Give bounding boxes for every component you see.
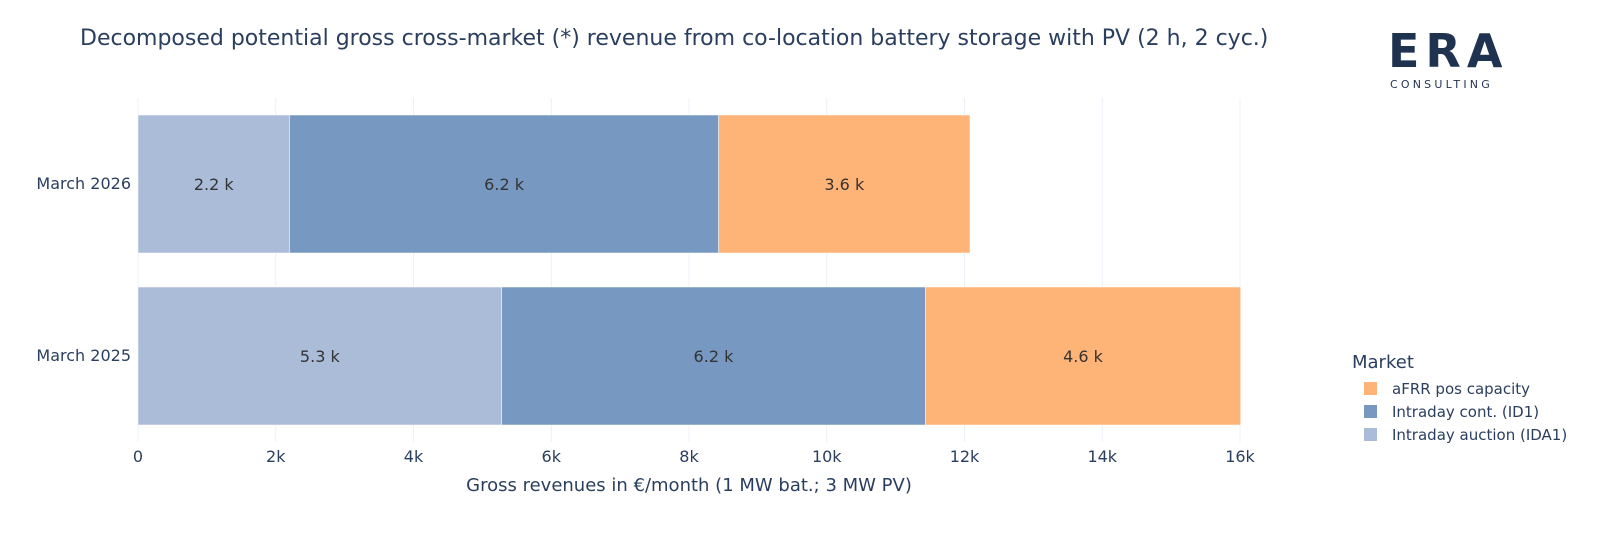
bar-value-label: 2.2 k	[194, 175, 235, 194]
legend-swatch	[1364, 405, 1377, 418]
bar-segment	[501, 286, 926, 426]
x-tick-label: 16k	[1225, 447, 1255, 466]
x-axis-title: Gross revenues in €/month (1 MW bat.; 3 …	[466, 475, 912, 496]
bar-value-label: 6.2 k	[694, 347, 735, 366]
bars	[137, 114, 1241, 426]
legend-item[interactable]: Intraday auction (IDA1)	[1352, 423, 1567, 446]
legend-title: Market	[1352, 352, 1414, 373]
x-tick-label: 0	[133, 447, 143, 466]
x-axis-ticks: 0 2k 4k 6k 8k 10k 12k 14k 16k	[133, 447, 1256, 466]
legend: Market aFRR pos capacity Intraday cont. (…	[1352, 352, 1567, 446]
x-tick-label: 14k	[1087, 447, 1117, 466]
x-tick-label: 8k	[679, 447, 699, 466]
logo-subtitle: CONSULTING	[1390, 78, 1493, 91]
legend-label: aFRR pos capacity	[1392, 379, 1531, 398]
y-tick-label: March 2025	[36, 346, 131, 365]
legend-items: aFRR pos capacity Intraday cont. (ID1) Int…	[1352, 377, 1567, 446]
legend-label: Intraday auction (IDA1)	[1392, 425, 1568, 444]
bar-segment	[718, 114, 971, 254]
legend-label: Intraday cont. (ID1)	[1392, 402, 1540, 421]
chart-title: Decomposed potential gross cross-market …	[80, 26, 1269, 51]
x-tick-label: 6k	[542, 447, 562, 466]
y-tick-label: March 2026	[36, 174, 131, 193]
era-consulting-logo: ERA CONSULTING	[1388, 28, 1508, 92]
x-tick-label: 12k	[950, 447, 980, 466]
bar-segment	[137, 114, 290, 254]
legend-item[interactable]: Intraday cont. (ID1)	[1352, 400, 1567, 423]
y-axis-ticks: March 2026 March 2025	[36, 174, 131, 365]
bar-labels: 2.2 k 6.2 k 3.6 k 5.3 k 6.2 k 4.6 k	[194, 175, 1104, 366]
x-tick-label: 2k	[266, 447, 286, 466]
bar-segment	[924, 286, 1241, 426]
legend-item[interactable]: aFRR pos capacity	[1352, 377, 1567, 400]
legend-swatch	[1364, 428, 1377, 441]
bar-value-label: 6.2 k	[484, 175, 525, 194]
bar-value-label: 3.6 k	[824, 175, 865, 194]
bar-value-label: 4.6 k	[1063, 347, 1104, 366]
bar-value-label: 5.3 k	[300, 347, 341, 366]
logo-mark: ERA	[1388, 24, 1509, 78]
bar-segment	[137, 286, 502, 426]
legend-swatch	[1364, 382, 1377, 395]
x-tick-label: 4k	[404, 447, 424, 466]
x-tick-label: 10k	[812, 447, 842, 466]
